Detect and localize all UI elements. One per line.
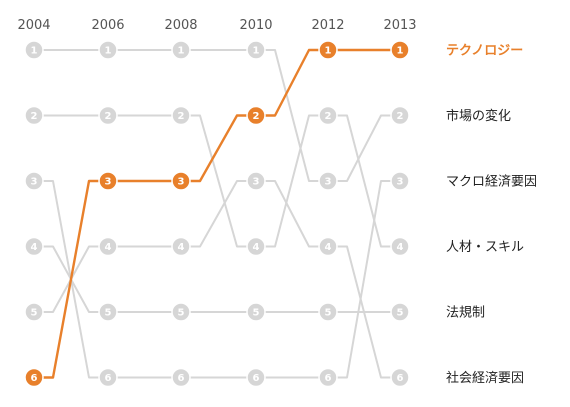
rank-number-2004-5: 5 [31,308,38,319]
year-label-2004: 2004 [17,18,50,33]
highlight-marker-2008-3 [171,171,191,191]
rank-number-2010-2: 2 [253,111,260,122]
highlight-marker-2004-6 [24,367,44,388]
rank-number-2013-3: 3 [397,177,404,188]
rank-number-2013-6: 6 [397,373,404,384]
rank-marker-2006-2 [98,105,118,126]
rank-marker-2004-1 [24,40,44,60]
rank-number-2012-4: 4 [325,242,332,253]
rank-marker-2010-3 [246,171,266,191]
rank-number-2004-4: 4 [31,242,38,253]
highlight-marker-2012-1 [318,40,338,60]
x-axis-year-labels: 2004 2006 2008 2010 2012 2013 [17,18,416,33]
rank-marker-2012-3 [318,171,338,191]
rank-marker-2010-6 [246,367,266,388]
series-line-2 [33,180,401,379]
highlight-marker-2010-2 [246,105,266,126]
rank-marker-2012-5 [318,302,338,322]
rank-number-2013-2: 2 [397,111,404,122]
year-label-2013: 2013 [383,18,416,33]
legend-label-6: 社会経済要因 [446,370,524,386]
rank-marker-2008-6 [171,367,191,388]
rank-number-2012-3: 3 [325,177,332,188]
rank-marker-2004-2 [24,105,44,126]
rank-number-2013-5: 5 [397,308,404,319]
rank-number-2012-1: 1 [325,46,332,57]
legend-label-1: テクノロジー [446,44,523,59]
rank-number-2008-6: 6 [178,373,185,384]
highlight-marker-2006-3 [98,171,118,191]
rank-number-2008-5: 5 [178,308,185,319]
rank-marker-2013-4 [390,236,410,257]
rank-number-2004-2: 2 [31,111,38,122]
rank-marker-2012-2 [318,105,338,126]
series-line-1 [33,49,401,182]
highlight-series-line [32,48,402,379]
rank-marker-2008-1 [171,40,191,60]
rank-marker-2012-6 [318,367,338,388]
rank-number-2010-6: 6 [253,373,260,384]
rank-marker-2006-1 [98,40,118,60]
rank-number-2010-5: 5 [253,308,260,319]
series-line-5 [33,180,401,379]
year-label-2012: 2012 [311,18,344,33]
rank-marker-2004-4 [24,236,44,257]
rank-number-2010-3: 3 [253,177,260,188]
rank-marker-2013-3 [390,171,410,191]
rank-markers: 1 2 3 4 5 6 1 2 3 4 5 6 1 2 3 4 5 6 1 2 3 4 5 6 1 2 3 4 5 6 1 2 3 4 5 6 [24,40,410,388]
rank-number-2006-6: 6 [105,373,112,384]
series-lines [33,49,401,379]
series-line-4 [33,245,401,313]
rank-number-2012-5: 5 [325,308,332,319]
rank-marker-2008-5 [171,302,191,322]
rank-number-2006-1: 1 [105,46,112,57]
rank-marker-2008-4 [171,236,191,257]
rank-marker-2006-5 [98,302,118,322]
rank-marker-2013-6 [390,367,410,388]
year-label-2010: 2010 [239,18,272,33]
rank-marker-2004-3 [24,171,44,191]
rank-marker-2006-4 [98,236,118,257]
rank-number-2006-5: 5 [105,308,112,319]
legend-label-4: 人材・スキル [446,240,524,255]
year-label-2008: 2008 [164,18,197,33]
rank-number-2013-1: 1 [397,46,404,57]
rank-number-2012-2: 2 [325,111,332,122]
rank-number-2008-3: 3 [178,177,185,188]
rank-number-2008-4: 4 [178,242,185,253]
rank-marker-2008-2 [171,105,191,126]
highlight-series-line [32,48,402,379]
year-label-2006: 2006 [91,18,124,33]
rank-number-2012-6: 6 [325,373,332,384]
rank-marker-2010-5 [246,302,266,322]
highlight-marker-2013-1 [390,40,410,60]
rank-marker-2006-6 [98,367,118,388]
rank-number-2004-6: 6 [31,373,38,384]
rank-number-2008-1: 1 [178,46,185,57]
rank-number-2013-4: 4 [397,242,404,253]
rank-marker-2013-2 [390,105,410,126]
rank-marker-2004-5 [24,302,44,322]
rank-number-2010-1: 1 [253,46,260,57]
legend-label-3: マクロ経済要因 [446,174,537,190]
legend-label-2: 市場の変化 [446,108,511,124]
rank-marker-2010-4 [246,236,266,257]
legend-label-5: 法規制 [446,306,485,321]
rank-number-2004-1: 1 [31,46,38,57]
rank-number-2006-4: 4 [105,242,112,253]
rank-number-2010-4: 4 [253,242,260,253]
rank-number-2004-3: 3 [31,177,38,188]
rank-number-2008-2: 2 [178,111,185,122]
rank-marker-2010-1 [246,40,266,60]
rank-number-2006-3: 3 [105,177,112,188]
rank-marker-2013-5 [390,302,410,322]
rank-number-2006-2: 2 [105,111,112,122]
rank-marker-2012-4 [318,236,338,257]
